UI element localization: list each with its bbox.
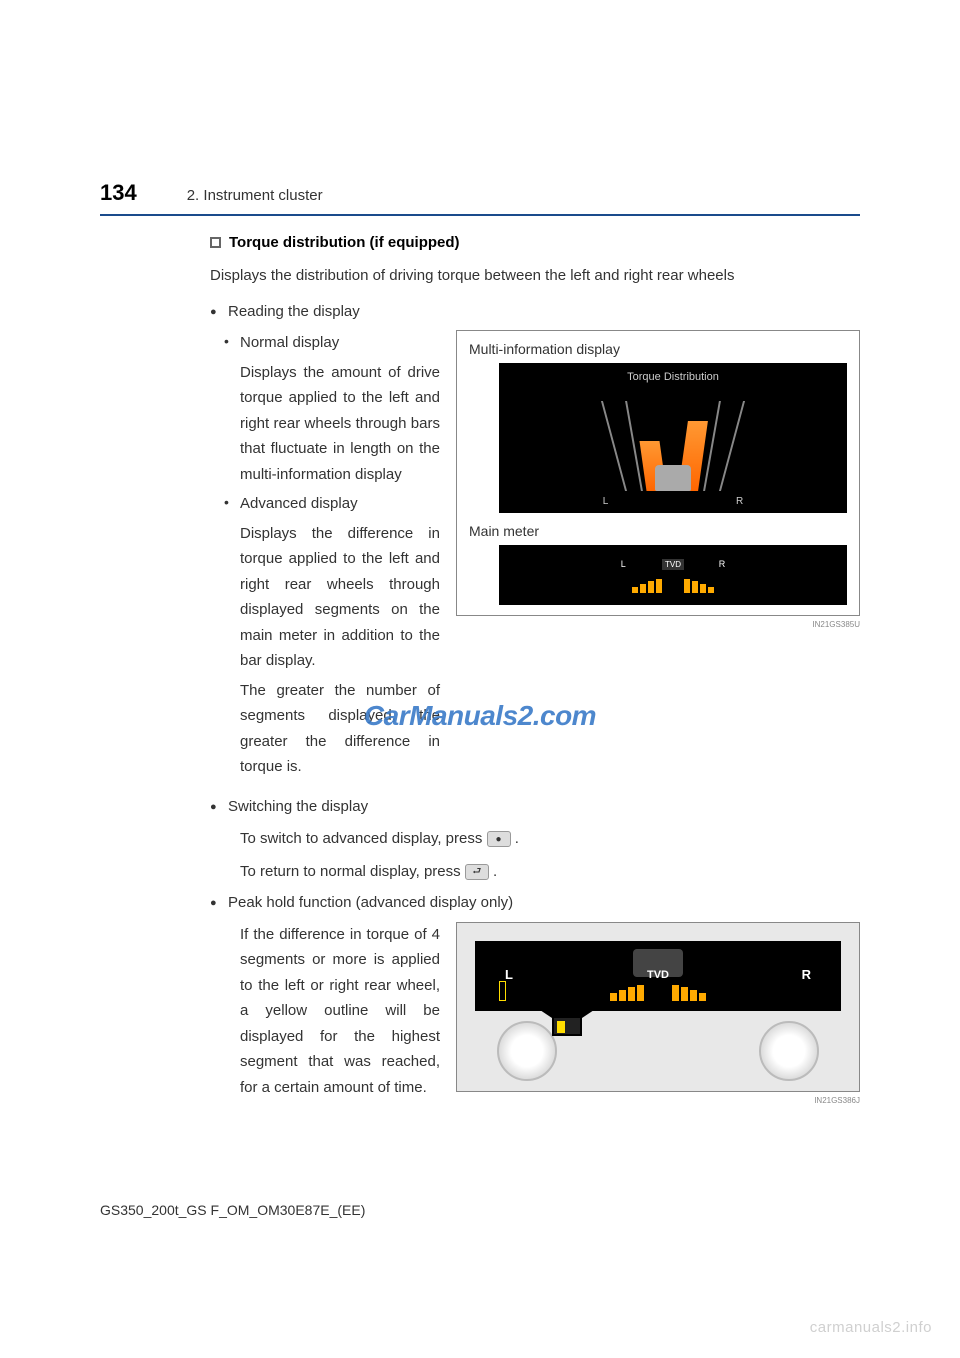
section-intro: Displays the distribution of driving tor… [210, 263, 860, 289]
square-bullet-icon [210, 237, 221, 248]
zoom-detail-box [552, 1016, 582, 1036]
page-number: 134 [100, 180, 137, 206]
peak-columns: If the difference in torque of 4 segment… [210, 922, 860, 1105]
figure2-column: L TVD R [456, 922, 860, 1105]
peak-bullet: Peak hold function (advanced display onl… [210, 890, 860, 916]
figure1-box: Multi-information display Torque Distrib… [456, 330, 860, 616]
peak-seg [699, 993, 706, 1001]
lane-line [703, 401, 721, 491]
footer-code: GS350_200t_GS F_OM_OM30E87E_(EE) [100, 1202, 365, 1218]
section-heading: Torque distribution (if equipped) [210, 234, 860, 251]
peak-desc: If the difference in torque of 4 segment… [210, 922, 440, 1101]
bottom-watermark-text: carmanuals2.info [810, 1319, 932, 1336]
gauge-left [497, 1021, 557, 1081]
switch-line1-pre: To switch to advanced display, press [240, 830, 487, 847]
peak-seg [619, 990, 626, 1001]
peak-seg [628, 987, 635, 1001]
peak-r-label: R [802, 967, 811, 982]
dot-button-icon: ● [487, 831, 511, 847]
peak-seg [690, 990, 697, 1001]
section-title-text: Torque distribution (if equipped) [229, 234, 460, 251]
lane-line [719, 401, 745, 491]
torque-distribution-display: Torque Distribution L R [499, 363, 847, 513]
left-label: L [603, 496, 609, 507]
tvd-seg [648, 581, 654, 593]
switching-bullet: Switching the display [210, 794, 860, 820]
figure1-column: Multi-information display Torque Distrib… [456, 330, 860, 784]
lane-line [601, 401, 627, 491]
advanced-display-desc2: The greater the number of segments displ… [210, 678, 440, 780]
main-meter-display: L TVD R [499, 545, 847, 605]
switch-line2-post: . [493, 863, 497, 880]
tvd-seg [632, 587, 638, 593]
main-meter-label: Main meter [469, 523, 847, 539]
torque-title: Torque Distribution [499, 363, 847, 383]
switch-line2: To return to normal display, press ⮐ . [210, 858, 860, 887]
tvd-segments [632, 579, 714, 593]
switch-line2-pre: To return to normal display, press [240, 863, 465, 880]
peak-tvd-label: TVD [647, 969, 669, 981]
meter-l: L [621, 559, 626, 569]
page-header: 134 2. Instrument cluster [100, 180, 860, 216]
chapter-title: 2. Instrument cluster [187, 187, 323, 204]
car-icon [655, 465, 691, 491]
meter-r: R [719, 559, 726, 569]
switch-line1: To switch to advanced display, press ● . [210, 825, 860, 854]
advanced-display-desc1: Displays the difference in torque applie… [210, 521, 440, 674]
figure2-box: L TVD R [456, 922, 860, 1092]
peak-seg [672, 985, 679, 1001]
tvd-seg [708, 587, 714, 593]
tvd-seg [692, 581, 698, 593]
tvd-seg [700, 584, 706, 593]
peak-seg [610, 993, 617, 1001]
advanced-display-label: Advanced display [210, 491, 440, 517]
peak-seg [637, 985, 644, 1001]
multi-info-label: Multi-information display [469, 341, 847, 357]
switch-line1-post: . [515, 830, 519, 847]
peak-seg [681, 987, 688, 1001]
content-body: Torque distribution (if equipped) Displa… [210, 234, 860, 1105]
tvd-seg [640, 584, 646, 593]
zoom-highlight [557, 1021, 565, 1033]
lr-labels: L R [499, 496, 847, 507]
right-label: R [736, 496, 743, 507]
peak-screen: L TVD R [475, 941, 841, 1011]
reading-bullet: Reading the display [210, 299, 860, 325]
road-graphic [603, 401, 743, 491]
page-container: 134 2. Instrument cluster Torque distrib… [0, 0, 960, 1105]
reading-columns: Normal display Displays the amount of dr… [210, 330, 860, 784]
meter-tvd: TVD [662, 559, 684, 570]
peak-segments [610, 985, 706, 1001]
figure1-id: IN21GS385U [456, 620, 860, 629]
figure2-id: IN21GS386J [456, 1096, 860, 1105]
tvd-seg [684, 579, 690, 593]
tvd-seg [656, 579, 662, 593]
peak-l-label: L [505, 967, 513, 982]
peak-text-column: If the difference in torque of 4 segment… [210, 922, 440, 1105]
normal-display-label: Normal display [210, 330, 440, 356]
peak-outline-marker [499, 981, 506, 1001]
reading-text-column: Normal display Displays the amount of dr… [210, 330, 440, 784]
gauge-right [759, 1021, 819, 1081]
back-button-icon: ⮐ [465, 864, 489, 880]
normal-display-desc: Displays the amount of drive torque appl… [210, 360, 440, 488]
